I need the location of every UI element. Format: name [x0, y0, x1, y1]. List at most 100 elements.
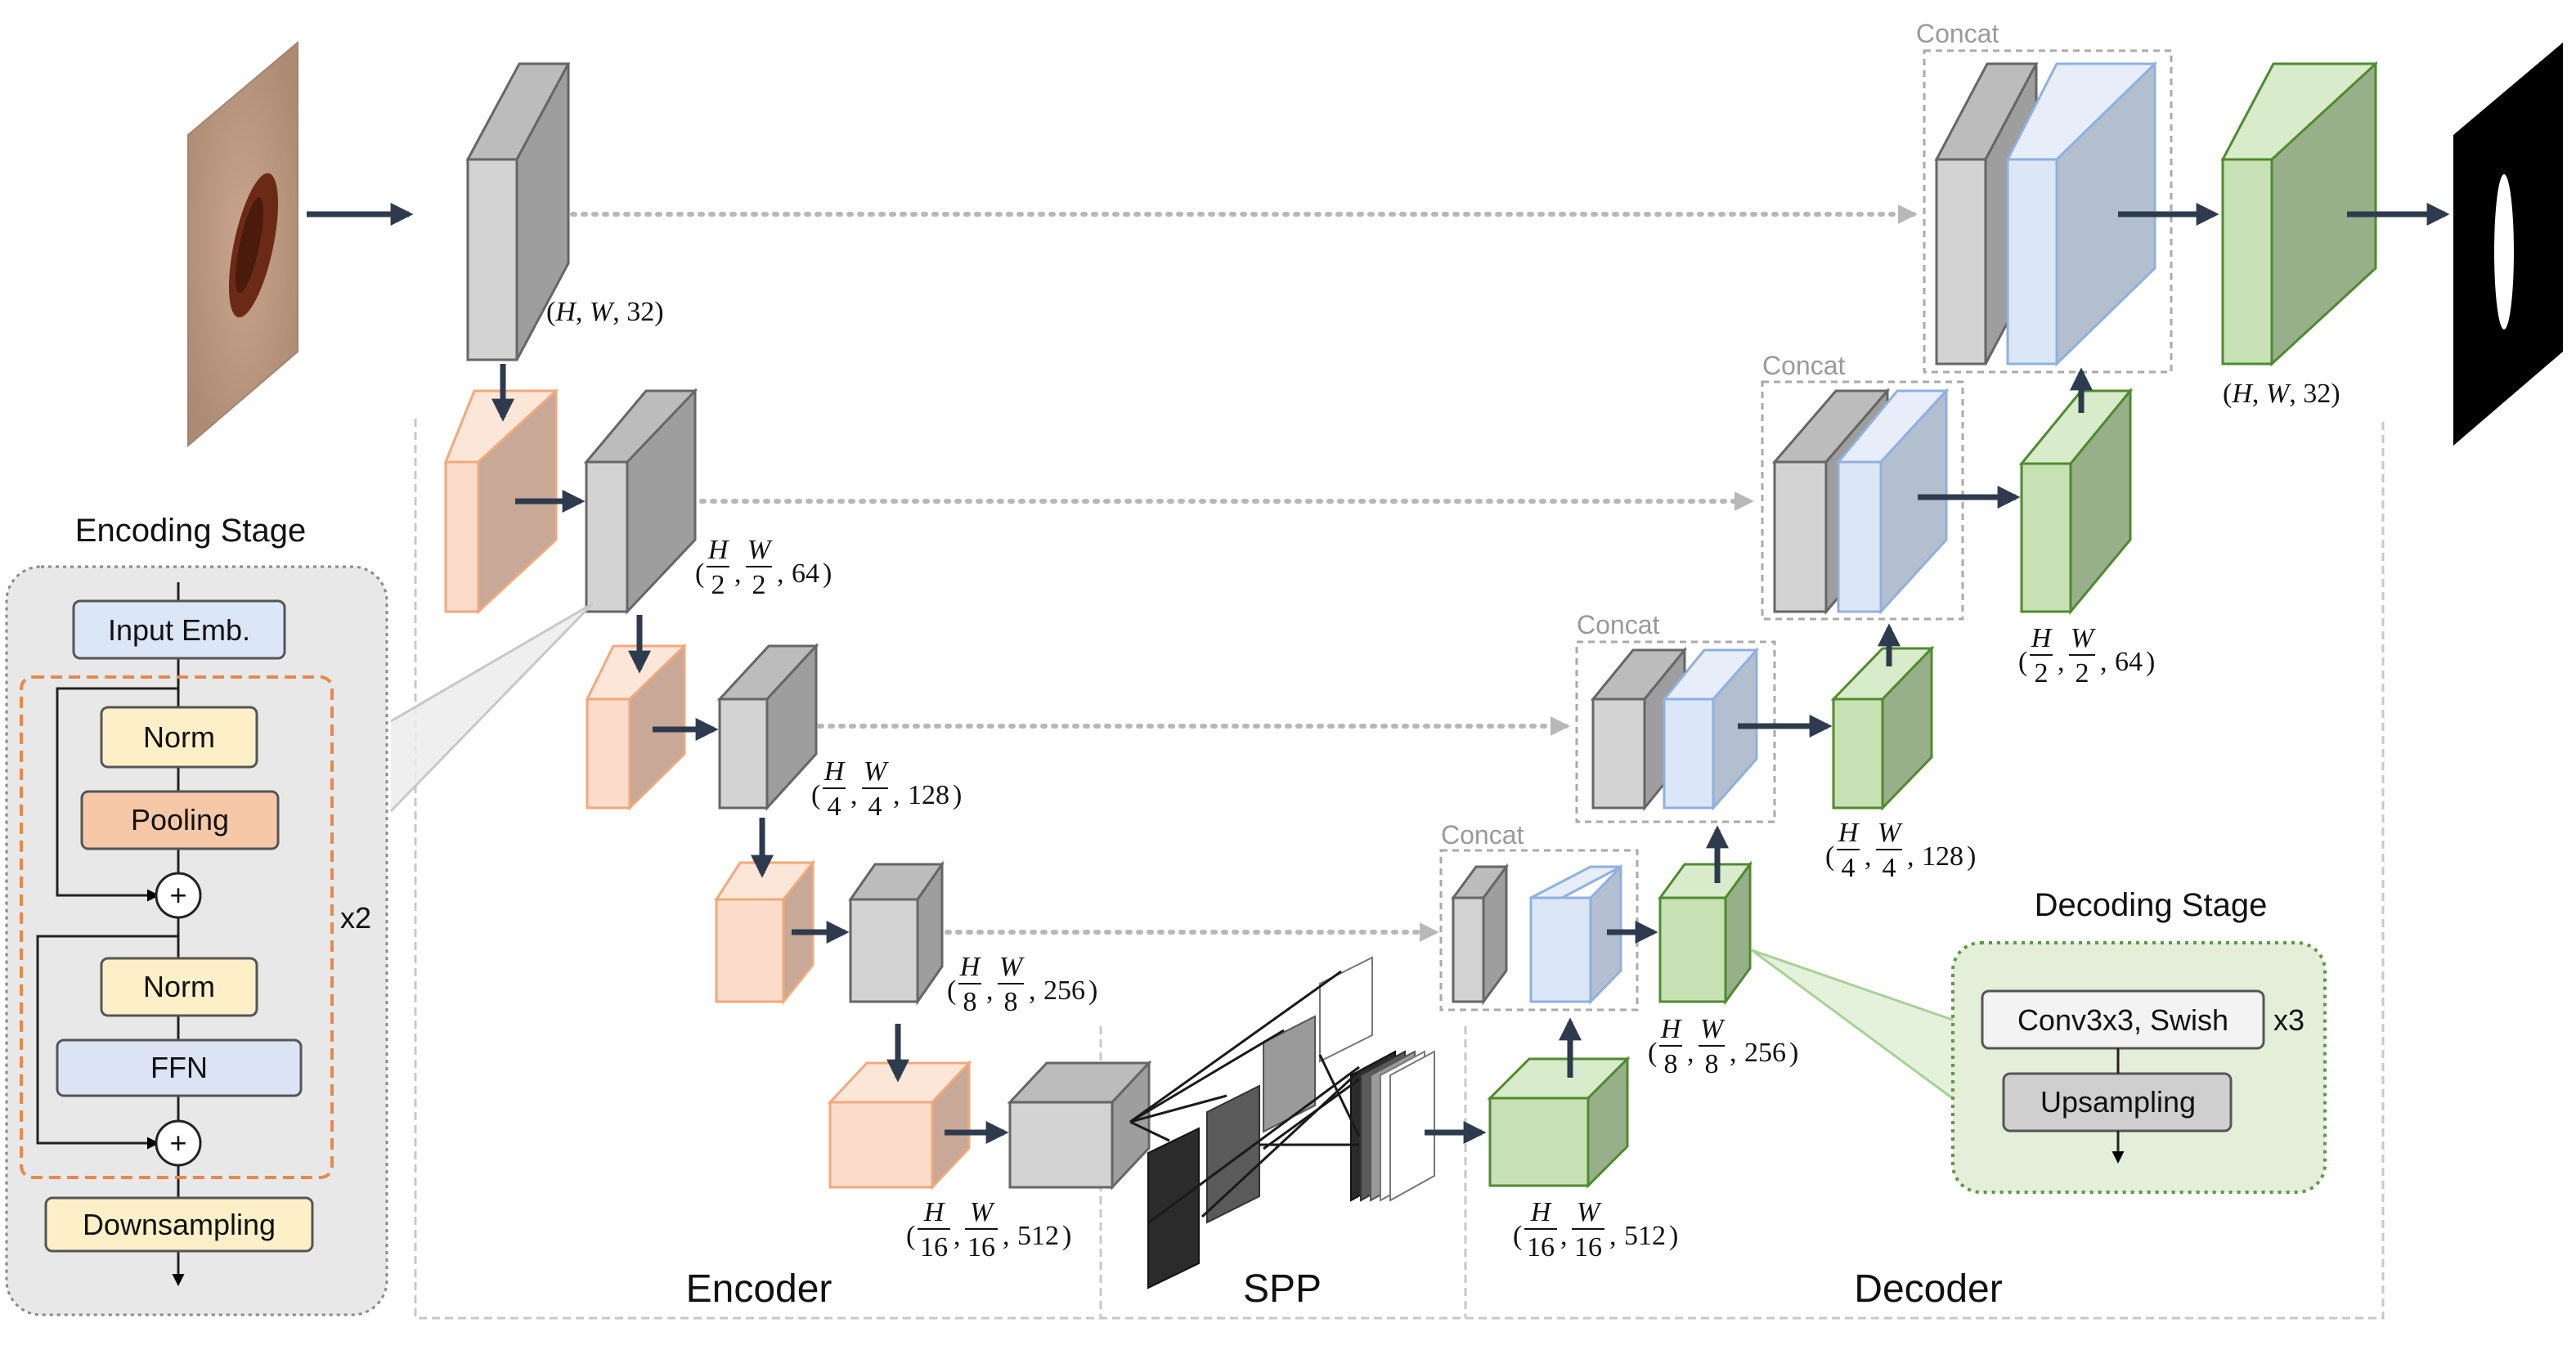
svg-text:16: 16: [1527, 1232, 1555, 1263]
svg-text:,: ,: [1730, 1038, 1737, 1068]
flow-arrows: [307, 203, 2450, 1144]
residual-add-icon-1: +: [169, 878, 186, 912]
svg-text:8: 8: [963, 987, 977, 1017]
svg-text:(: (: [1825, 841, 1834, 872]
encoder-block-level-4: [1007, 1060, 1152, 1191]
svg-text:2: 2: [752, 570, 766, 600]
svg-text:H: H: [2031, 623, 2053, 653]
svg-text:4: 4: [1883, 853, 1896, 883]
svg-text:64: 64: [792, 558, 819, 589]
dim-label-half-enc: ( H 2 , W 2 , 64 ): [695, 535, 832, 600]
decoder-block-level-1: [2018, 387, 2134, 616]
svg-text:): ): [2146, 647, 2155, 677]
svg-text:16: 16: [920, 1232, 948, 1263]
decoding-zoom-callout: [1751, 949, 1955, 1101]
encoding-repeat-label: x2: [340, 901, 371, 935]
svg-text:4: 4: [1842, 853, 1856, 883]
svg-text:W: W: [1577, 1197, 1602, 1227]
svg-text:,: ,: [1865, 841, 1872, 872]
svg-text:16: 16: [1574, 1232, 1602, 1263]
pooling-block-level-4: [827, 1060, 972, 1191]
dim-label-eighth-enc: ( H 8 , W 8 , 256 ): [947, 952, 1097, 1017]
concat-label-level-1: Concat: [1762, 351, 1846, 380]
svg-text:(: (: [906, 1221, 915, 1251]
svg-text:512: 512: [1017, 1221, 1059, 1251]
decoder-block-level-4: [1487, 1056, 1631, 1189]
svg-text:(: (: [695, 558, 704, 589]
svg-text:,: ,: [734, 558, 742, 589]
svg-text:,: ,: [1029, 975, 1036, 1006]
dim-label-half-dec: ( H 2 , W 2 , 64 ): [2018, 623, 2155, 688]
dim-label-quarter-dec: ( H 4 , W 4 , 128 ): [1825, 818, 1976, 883]
encoder-label: Encoder: [686, 1267, 832, 1311]
concat-label-level-2: Concat: [1577, 610, 1660, 639]
encoder-block-level-3: [848, 860, 945, 1006]
svg-text:4: 4: [868, 792, 882, 822]
concat-label-level-3: Concat: [1441, 820, 1524, 850]
svg-text:2: 2: [711, 570, 725, 600]
dim-label-full-dec: (H, W, 32): [2223, 379, 2340, 409]
ffn-box: FFN: [150, 1051, 208, 1084]
svg-text:,: ,: [2100, 647, 2107, 677]
decoding-stage-title: Decoding Stage: [2035, 887, 2268, 923]
decoding-repeat-label: x3: [2273, 1003, 2304, 1037]
svg-text:128: 128: [1922, 841, 1963, 872]
svg-text:512: 512: [1624, 1221, 1666, 1251]
decoder-block-level-2: [1830, 645, 1935, 811]
downsampling-box: Downsampling: [83, 1208, 276, 1241]
svg-text:H: H: [959, 952, 982, 982]
svg-text:,: ,: [1687, 1038, 1694, 1068]
svg-text:H: H: [1660, 1014, 1683, 1044]
svg-text:W: W: [1878, 818, 1903, 848]
svg-text:16: 16: [967, 1232, 995, 1263]
svg-text:H: H: [1530, 1197, 1553, 1227]
svg-text:W: W: [1700, 1014, 1726, 1044]
svg-text:,: ,: [986, 975, 994, 1006]
svg-text:2: 2: [2035, 658, 2049, 688]
spp-module: [1129, 956, 1435, 1289]
encoder-block-level-1: [583, 388, 698, 615]
svg-text:): ): [1669, 1221, 1678, 1251]
svg-text:(: (: [811, 780, 820, 810]
svg-text:W: W: [2071, 623, 2096, 653]
encoding-stage-title: Encoding Stage: [75, 513, 306, 549]
skip-connections: [570, 204, 1918, 942]
encoding-zoom-callout: [389, 602, 595, 813]
svg-text:(: (: [1648, 1038, 1657, 1068]
dim-label-quarter-enc: ( H 4 , W 4 , 128 ): [811, 756, 962, 822]
svg-text:,: ,: [954, 1221, 961, 1251]
svg-text:): ): [953, 780, 962, 810]
svg-text:(H, W, 32): (H, W, 32): [546, 297, 664, 327]
svg-text:): ): [1062, 1221, 1071, 1251]
concat-group-level-1: [1761, 380, 1964, 621]
svg-text:): ): [1789, 1038, 1798, 1068]
svg-text:256: 256: [1043, 975, 1085, 1006]
svg-text:8: 8: [1004, 987, 1018, 1017]
svg-text:,: ,: [1560, 1221, 1568, 1251]
decoder-block-level-3: [1658, 860, 1752, 1006]
svg-text:,: ,: [777, 558, 784, 589]
svg-text:,: ,: [1003, 1221, 1010, 1251]
svg-text:W: W: [999, 952, 1025, 982]
pooling-box: Pooling: [131, 803, 229, 836]
norm-box-1: Norm: [143, 720, 215, 754]
concat-group-level-0: [1923, 49, 2173, 374]
concat-group-level-2: [1575, 640, 1776, 823]
svg-text:128: 128: [908, 780, 949, 810]
svg-text:256: 256: [1744, 1038, 1786, 1068]
decoder-label: Decoder: [1854, 1267, 2002, 1311]
svg-text:,: ,: [850, 780, 858, 810]
svg-text:8: 8: [1705, 1049, 1719, 1079]
svg-text:64: 64: [2115, 647, 2143, 677]
svg-text:(: (: [2018, 647, 2027, 677]
residual-add-icon-2: +: [169, 1126, 186, 1159]
encoder-block-level-0: [465, 62, 571, 361]
upsampling-box: Upsampling: [2040, 1085, 2196, 1119]
svg-text:H: H: [1838, 818, 1860, 848]
svg-text:8: 8: [1664, 1049, 1678, 1079]
concat-label-level-0: Concat: [1916, 19, 1999, 48]
svg-text:,: ,: [1609, 1221, 1617, 1251]
svg-text:H: H: [824, 756, 846, 787]
dim-label-sixteenth-enc: ( H 16 , W 16 , 512 ): [906, 1197, 1071, 1263]
